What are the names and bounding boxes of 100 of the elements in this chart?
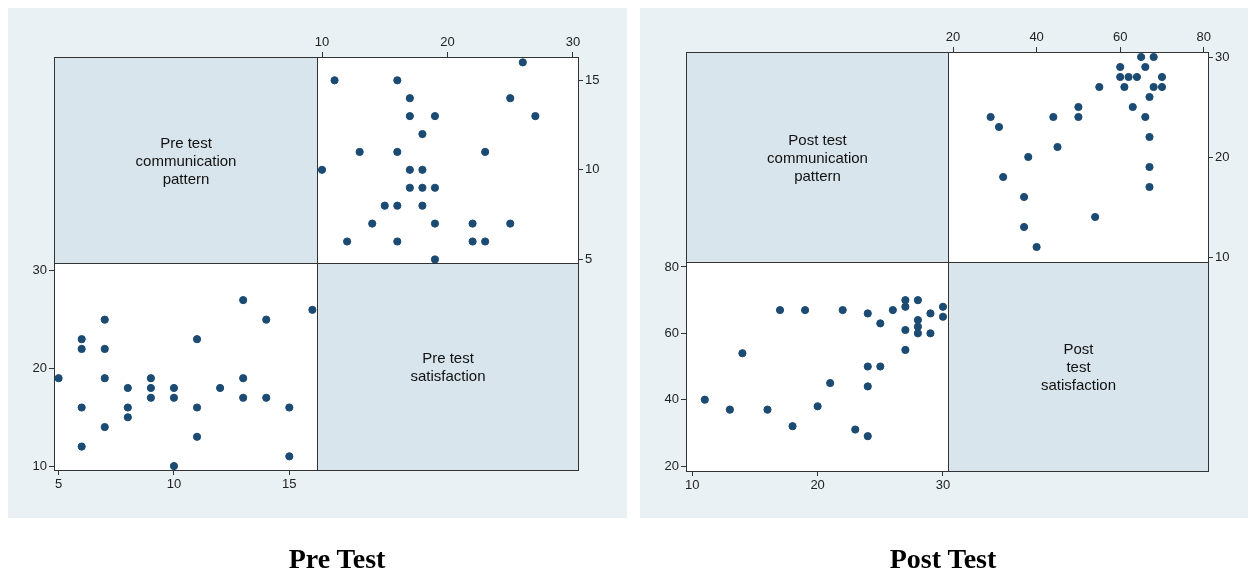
point [481,237,490,246]
point [123,413,132,422]
x-tick-label: 15 [282,476,297,492]
point [775,306,785,315]
y-tick-label: 15 [585,71,600,87]
x-tick-label: 20 [945,28,961,44]
point [1145,162,1154,172]
point [1145,182,1154,192]
point [262,315,271,324]
y-tick-label: 20 [1215,148,1230,164]
point [1141,112,1150,122]
point [393,237,402,246]
point [192,403,202,412]
point [700,395,709,404]
y-tick-label: 30 [32,262,47,278]
point [738,349,747,358]
point [813,402,822,411]
point [876,362,885,371]
point [100,344,109,354]
point [393,201,402,210]
point [405,165,414,174]
point [77,335,86,344]
text: Pre Test [288,543,386,571]
point [1074,112,1083,122]
point [308,305,317,314]
point [239,393,248,402]
point [838,306,847,315]
point [216,383,225,393]
point [876,319,885,328]
point [1049,112,1058,122]
point [938,302,948,311]
point [1032,242,1041,252]
point [1149,82,1158,92]
point [1145,132,1154,142]
x-tick-label: 20 [440,33,455,49]
point [863,362,872,371]
point [926,309,935,318]
y-tick-label: 10 [1215,248,1230,264]
point [405,183,414,192]
point [1019,192,1029,202]
point [393,147,402,157]
point [355,147,364,157]
point [192,432,202,441]
point [1116,62,1125,72]
point [262,393,271,402]
point [285,452,294,461]
point [913,322,923,331]
point [986,112,995,122]
point [518,58,527,67]
point [1120,82,1129,92]
point [863,309,872,318]
text: Post test communication pattern [767,130,868,185]
point [317,165,327,174]
point [77,442,86,451]
point [763,405,772,414]
point [123,403,132,412]
point [1074,102,1083,112]
point [788,422,797,431]
text: Pre test satisfaction [410,349,486,385]
point [418,201,427,210]
x-tick-label: 10 [314,33,330,49]
point [100,422,109,432]
point [100,374,109,383]
point [913,329,923,338]
text: Post test satisfaction [1040,340,1117,394]
point [1145,92,1154,102]
point [1024,152,1033,162]
y-tick-label: 10 [32,457,47,473]
point [77,403,86,412]
point [1124,72,1133,82]
point [1157,82,1167,92]
point [1132,72,1142,82]
point [430,255,440,264]
y-tick-label: 20 [32,360,47,376]
point [863,432,872,441]
point [285,403,294,412]
point [826,378,835,388]
point [1149,52,1158,62]
y-tick-label: 10 [585,161,600,177]
point [913,296,923,305]
y-tick-label: 5 [585,251,593,266]
point [405,112,414,121]
point [1128,102,1137,112]
point [1019,222,1029,232]
point [169,383,179,393]
point [169,393,179,402]
point [531,112,540,121]
point [863,382,872,391]
point [169,461,179,471]
point [1095,82,1104,92]
x-tick-label: 80 [1196,28,1212,44]
point [368,219,377,228]
point [54,374,63,383]
point [123,383,132,393]
point [430,219,440,228]
point [800,306,810,315]
x-tick-label: 60 [1112,28,1128,44]
point [100,315,109,324]
point [418,129,427,139]
point [468,219,477,228]
